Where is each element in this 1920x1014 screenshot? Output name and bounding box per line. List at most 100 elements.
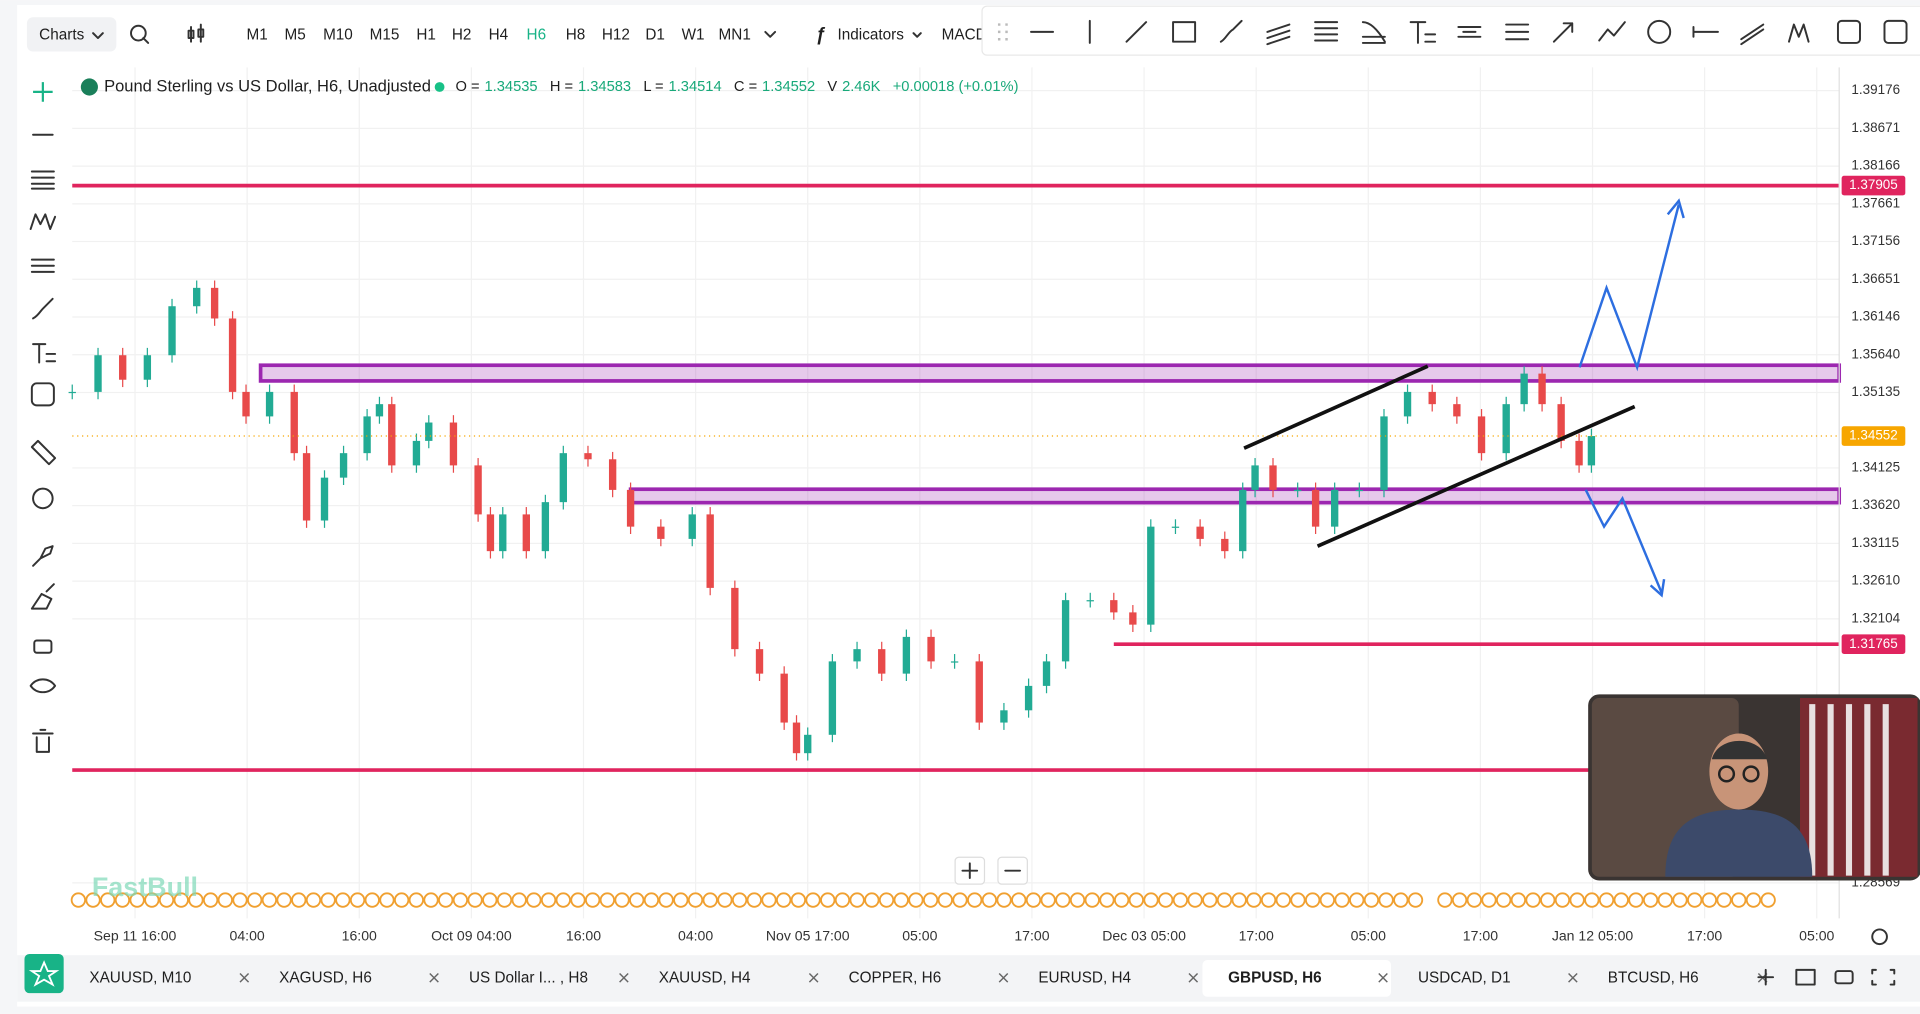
tab-close[interactable] <box>239 973 250 983</box>
event-marker[interactable] <box>1334 892 1350 908</box>
tab-label[interactable]: XAGUSD, H6 <box>279 969 372 986</box>
event-marker[interactable] <box>776 892 792 908</box>
event-marker[interactable] <box>952 892 968 908</box>
tool-circle[interactable] <box>1647 19 1672 44</box>
search-icon[interactable] <box>130 24 147 42</box>
timeframe[interactable]: M15 <box>370 27 400 44</box>
event-marker[interactable] <box>526 892 542 908</box>
event-marker[interactable] <box>1760 892 1776 908</box>
event-marker[interactable] <box>540 892 557 908</box>
tool-delete[interactable] <box>32 728 54 753</box>
tab-label[interactable]: XAUUSD, M10 <box>89 969 191 986</box>
event-marker[interactable] <box>452 892 469 908</box>
supply-demand-zone[interactable] <box>258 363 1842 383</box>
tab-close[interactable] <box>1568 973 1578 983</box>
event-marker[interactable] <box>570 892 586 908</box>
event-marker[interactable] <box>173 892 189 908</box>
event-marker[interactable] <box>967 892 983 908</box>
event-marker[interactable] <box>1113 892 1130 908</box>
event-marker[interactable] <box>820 892 836 908</box>
event-marker[interactable] <box>364 892 380 908</box>
event-marker[interactable] <box>717 892 733 908</box>
event-marker[interactable] <box>232 892 248 908</box>
timeframe[interactable]: M1 <box>247 27 268 44</box>
tab-close[interactable] <box>808 973 819 983</box>
video-overlay[interactable] <box>1588 694 1920 881</box>
tool-magnet[interactable] <box>32 545 54 567</box>
event-marker[interactable] <box>511 892 527 908</box>
event-marker[interactable] <box>1275 892 1291 908</box>
event-marker[interactable] <box>1584 892 1600 908</box>
event-marker[interactable] <box>144 892 160 908</box>
event-marker[interactable] <box>423 892 439 908</box>
tab-close[interactable] <box>1378 973 1388 983</box>
projection-arrow[interactable] <box>1578 204 1680 372</box>
event-marker[interactable] <box>996 892 1012 908</box>
tool-ruler[interactable] <box>30 439 57 466</box>
indicators-button[interactable]: Indicators <box>838 27 905 44</box>
event-marker[interactable] <box>1231 892 1247 908</box>
event-marker[interactable] <box>761 892 777 908</box>
event-marker[interactable] <box>805 892 821 908</box>
event-marker[interactable] <box>482 892 498 908</box>
tool-parallel[interactable] <box>1740 23 1765 46</box>
event-marker[interactable] <box>658 892 674 908</box>
event-marker[interactable] <box>438 892 454 908</box>
tool-fib[interactable] <box>30 170 55 190</box>
event-marker[interactable] <box>599 892 615 908</box>
tool-pattern[interactable] <box>1457 26 1482 38</box>
event-marker[interactable] <box>614 892 630 908</box>
tool-trend[interactable] <box>1125 21 1148 43</box>
watchlist-button[interactable] <box>24 953 64 994</box>
tool-text[interactable] <box>32 343 57 364</box>
timeframe[interactable]: M5 <box>284 27 305 44</box>
event-marker[interactable] <box>379 892 395 908</box>
trend-line[interactable] <box>1243 364 1429 450</box>
event-marker[interactable] <box>1099 892 1115 908</box>
event-marker[interactable] <box>408 892 424 908</box>
event-marker[interactable] <box>349 892 366 908</box>
event-marker[interactable] <box>922 892 939 908</box>
trend-line[interactable] <box>1316 404 1636 548</box>
event-marker[interactable] <box>746 892 762 908</box>
add-tab[interactable] <box>1757 968 1775 986</box>
event-marker[interactable] <box>1642 892 1659 908</box>
event-marker[interactable] <box>1084 892 1100 908</box>
tool-zoom[interactable] <box>32 487 54 510</box>
event-marker[interactable] <box>100 892 116 908</box>
projection-arrow[interactable] <box>1584 489 1663 594</box>
event-marker[interactable] <box>1613 892 1629 908</box>
event-marker[interactable] <box>70 892 87 908</box>
event-marker[interactable] <box>188 892 204 908</box>
event-marker[interactable] <box>687 892 704 908</box>
tool-lock[interactable] <box>33 639 53 654</box>
tab-close[interactable] <box>1188 973 1199 983</box>
event-marker[interactable] <box>1305 892 1321 908</box>
event-marker[interactable] <box>1158 892 1174 908</box>
event-marker[interactable] <box>1481 892 1497 908</box>
tool-arrow[interactable] <box>1552 22 1574 43</box>
tool-pattern[interactable] <box>29 213 57 231</box>
event-marker[interactable] <box>834 892 851 908</box>
event-marker[interactable] <box>467 892 483 908</box>
tool-brush[interactable] <box>1219 19 1243 43</box>
event-marker[interactable] <box>673 892 689 908</box>
event-marker[interactable] <box>790 892 807 908</box>
event-marker[interactable] <box>217 892 233 908</box>
tool-fib-fan[interactable] <box>1361 21 1386 44</box>
timeframe[interactable]: H8 <box>566 27 586 44</box>
tool-price-range[interactable] <box>1883 19 1908 44</box>
event-marker[interactable] <box>247 892 263 908</box>
event-marker[interactable] <box>114 892 131 908</box>
tool-brush[interactable] <box>32 297 54 320</box>
fullscreen-icon[interactable] <box>1871 968 1896 986</box>
event-marker[interactable] <box>158 892 175 908</box>
event-marker[interactable] <box>1701 892 1718 908</box>
timeframe[interactable]: M10 <box>323 27 353 44</box>
event-marker[interactable] <box>393 892 410 908</box>
event-marker[interactable] <box>1055 892 1071 908</box>
event-marker[interactable] <box>1393 892 1409 908</box>
tool-crosshair[interactable] <box>33 82 53 102</box>
event-marker[interactable] <box>702 892 718 908</box>
event-marker[interactable] <box>1290 892 1306 908</box>
